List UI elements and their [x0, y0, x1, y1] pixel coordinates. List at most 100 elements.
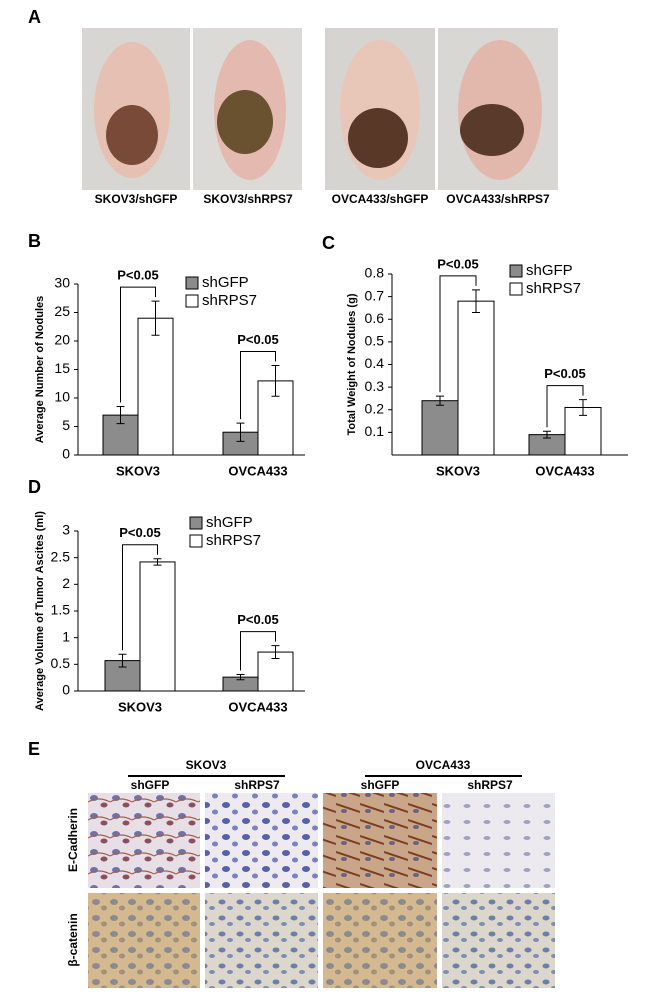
legend-label: shRPS7	[206, 532, 261, 549]
annotation: P<0.05	[237, 612, 279, 627]
error-bar	[579, 399, 587, 416]
annotation: P<0.05	[544, 366, 586, 381]
ihc-image	[88, 793, 200, 888]
legend-label: shRPS7	[202, 292, 257, 309]
mouse-photo	[325, 28, 435, 190]
y-tick-label: 15	[54, 360, 70, 376]
y-axis-label: Average Number of Nodules	[34, 296, 46, 444]
error-bar	[472, 289, 480, 313]
y-tick-label: 0.2	[365, 400, 385, 416]
group-label: OVCA433	[416, 758, 471, 772]
row-label: β-catenin	[66, 913, 80, 966]
group-label: SKOV3	[186, 758, 227, 772]
photo-caption: OVCA433/shRPS7	[446, 192, 550, 206]
legend-swatch	[509, 264, 523, 278]
x-tick-label: OVCA433	[228, 463, 287, 478]
x-tick-label: OVCA433	[228, 699, 287, 714]
ihc-image	[323, 793, 437, 888]
column-label: shRPS7	[467, 778, 513, 792]
legend-label: shGFP	[202, 274, 249, 291]
annotation: P<0.05	[117, 268, 159, 283]
bar	[421, 400, 459, 456]
y-tick-label: 0.1	[365, 423, 385, 439]
column-label: shGFP	[131, 778, 170, 792]
y-tick-label: 20	[54, 332, 70, 348]
y-tick-label: 0.5	[51, 655, 71, 671]
error-bar	[543, 430, 551, 439]
ihc-image	[442, 793, 555, 888]
y-tick-label: 0	[62, 446, 70, 462]
error-bar	[118, 653, 127, 668]
error-bar	[271, 645, 280, 659]
significance-bracket	[240, 351, 276, 420]
legend-swatch	[185, 294, 199, 308]
ihc-image	[323, 893, 437, 988]
y-tick-label: 0.3	[365, 378, 385, 394]
y-tick-label: 30	[54, 275, 70, 291]
significance-bracket	[439, 275, 477, 393]
y-tick-label: 1.5	[51, 602, 71, 618]
panel-label: A	[28, 7, 41, 27]
error-bar	[236, 422, 245, 442]
photo-caption: SKOV3/shRPS7	[203, 192, 293, 206]
y-tick-label: 25	[54, 303, 70, 319]
x-tick-label: SKOV3	[118, 699, 162, 714]
y-axis-label: Average Volume of Tumor Ascites (ml)	[34, 511, 46, 711]
bar	[137, 317, 174, 456]
y-tick-label: 2.5	[51, 548, 71, 564]
x-tick-label: OVCA433	[535, 463, 594, 478]
y-tick-label: 0.5	[365, 333, 385, 349]
error-bar	[436, 395, 444, 406]
annotation: P<0.05	[119, 525, 161, 540]
legend-swatch	[189, 516, 203, 530]
significance-bracket	[240, 631, 276, 671]
y-tick-label: 0.7	[365, 287, 385, 303]
ihc-image	[205, 893, 318, 988]
error-bar	[271, 365, 280, 397]
ihc-image	[205, 793, 318, 888]
legend-swatch	[509, 282, 523, 296]
photo-caption: OVCA433/shGFP	[332, 192, 429, 206]
error-bar	[116, 406, 125, 425]
y-tick-label: 1	[62, 628, 70, 644]
legend-swatch	[189, 534, 203, 548]
annotation: P<0.05	[437, 256, 479, 271]
ihc-image	[442, 893, 555, 988]
y-tick-label: 2	[62, 575, 70, 591]
legend-swatch	[185, 276, 199, 290]
panel-label: B	[28, 231, 41, 251]
legend-label: shGFP	[206, 514, 253, 531]
significance-bracket	[122, 544, 158, 651]
y-tick-label: 0	[62, 682, 70, 698]
mouse-photo	[82, 28, 190, 190]
legend-label: shRPS7	[526, 280, 581, 297]
y-tick-label: 0.4	[365, 355, 385, 371]
y-axis-label: Total Weight of Nodules (g)	[346, 293, 358, 435]
y-tick-label: 5	[62, 417, 70, 433]
annotation: P<0.05	[237, 332, 279, 347]
significance-bracket	[546, 385, 584, 428]
error-bar	[151, 300, 160, 336]
panel-label: C	[322, 233, 335, 253]
legend-label: shGFP	[526, 262, 573, 279]
y-tick-label: 3	[62, 522, 70, 538]
y-tick-label: 0.8	[365, 265, 385, 281]
x-tick-label: SKOV3	[436, 463, 480, 478]
y-tick-label: 10	[54, 389, 70, 405]
y-tick-label: 0.6	[365, 310, 385, 326]
mouse-photo	[193, 28, 302, 190]
error-bar	[236, 673, 245, 681]
panel-label: E	[28, 739, 40, 759]
column-label: shGFP	[361, 778, 400, 792]
x-tick-label: SKOV3	[116, 463, 160, 478]
ihc-image	[88, 893, 200, 988]
row-label: E-Cadherin	[66, 808, 80, 872]
column-label: shRPS7	[234, 778, 280, 792]
panel-label: D	[28, 477, 41, 497]
bar	[457, 300, 495, 456]
significance-bracket	[120, 286, 156, 403]
bar	[139, 561, 176, 692]
mouse-photo	[438, 28, 558, 190]
photo-caption: SKOV3/shGFP	[95, 192, 178, 206]
